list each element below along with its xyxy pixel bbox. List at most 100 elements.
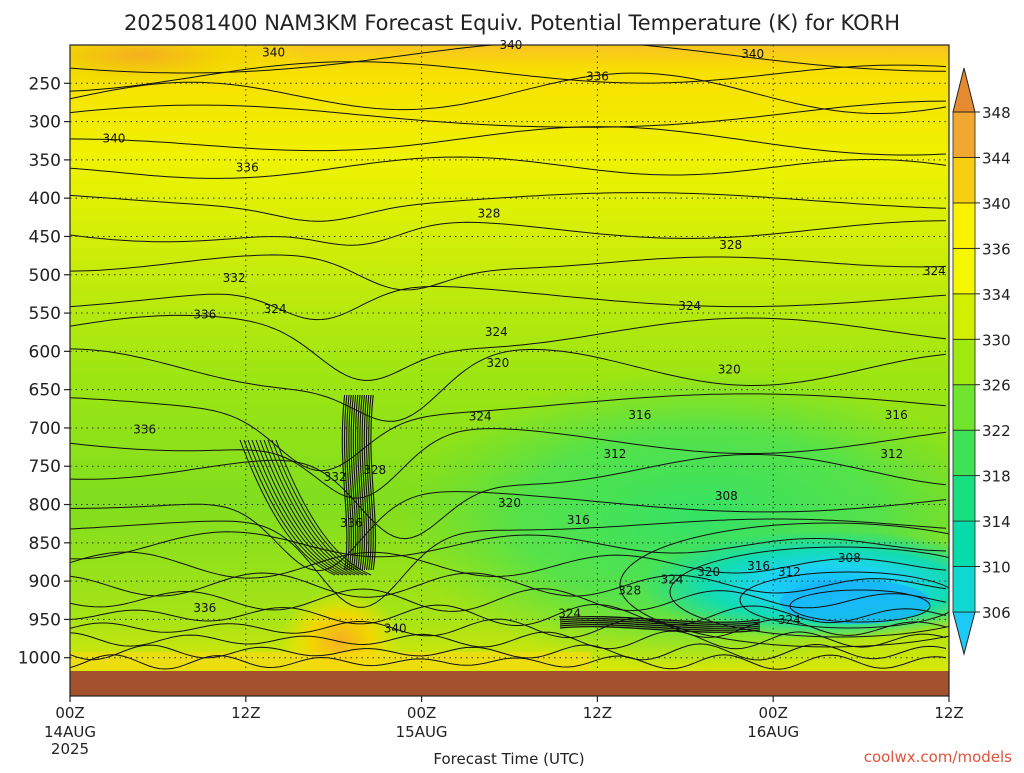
contour-label-text: 328 xyxy=(478,206,501,220)
contour-label-text: 320 xyxy=(486,356,509,370)
contour-line xyxy=(70,588,947,612)
contour-label-text: 324 xyxy=(923,264,946,278)
contour-line xyxy=(70,285,947,321)
contour-line xyxy=(559,618,761,625)
contour-label: 328 xyxy=(478,206,501,220)
y-axis: 250 300 350 400 450 500 550 600 650 700 750 800 850 9… xyxy=(18,74,70,669)
x-tick-date: 15AUG xyxy=(396,723,448,741)
x-tick-label: 00Z xyxy=(407,704,436,722)
y-tick-label: 350 xyxy=(29,151,61,171)
contour-label-text: 332 xyxy=(223,271,246,285)
contour-line xyxy=(70,156,947,179)
contour-label: 340 xyxy=(262,46,285,60)
contour-line xyxy=(352,394,359,571)
colorbar-label: 336 xyxy=(982,240,1011,258)
y-tick-label: 550 xyxy=(29,304,61,324)
x-tick-label: 12Z xyxy=(583,704,612,722)
contour-line xyxy=(341,394,348,571)
plot-frame xyxy=(69,44,950,697)
y-tick-label: 700 xyxy=(29,419,61,439)
contour-line xyxy=(559,622,761,629)
colorbar-segment xyxy=(952,566,976,613)
contour-label: 336 xyxy=(193,601,216,615)
colorbar-segment xyxy=(952,384,976,431)
contour-label-text: 340 xyxy=(102,131,125,145)
cold-core xyxy=(780,580,930,624)
contour-line xyxy=(255,439,352,576)
y-tick-label: 250 xyxy=(29,74,61,94)
contours xyxy=(70,45,949,670)
colorbar-segment xyxy=(952,429,976,477)
y-tick-label: 650 xyxy=(29,381,61,401)
contour-line xyxy=(275,439,372,576)
contour-line xyxy=(789,589,931,623)
contour-line xyxy=(559,620,761,627)
contour-label-text: 320 xyxy=(718,363,741,377)
contour-labels: 340 340 340 336 340 336 328 328 332 336 324 324 324 3… xyxy=(102,38,946,636)
contour-label: 324 xyxy=(485,325,508,339)
contour-line xyxy=(70,453,947,540)
contour-label: 336 xyxy=(236,161,259,175)
grid xyxy=(70,45,949,696)
contour-line xyxy=(70,192,947,222)
contour-label-text: 308 xyxy=(715,489,738,503)
contour-label-text: 336 xyxy=(193,601,216,615)
contour-line xyxy=(348,394,355,571)
plot-area xyxy=(70,45,949,696)
colorbar-segment xyxy=(952,520,976,567)
contour-line xyxy=(70,45,946,74)
colorbar-label: 340 xyxy=(982,195,1011,213)
y-tick-label: 850 xyxy=(29,534,61,554)
contour-line xyxy=(559,624,761,631)
chart-title: 2025081400 NAM3KM Forecast Equiv. Potent… xyxy=(124,11,900,35)
contour-label-text: 328 xyxy=(363,463,386,477)
y-tick-label: 900 xyxy=(29,572,61,592)
contour-line xyxy=(70,643,947,661)
contour-label: 312 xyxy=(604,447,627,461)
contour-label-text: 336 xyxy=(193,308,216,322)
contour-line xyxy=(70,654,947,670)
contour-label: 324 xyxy=(778,613,801,627)
contour-label: 328 xyxy=(618,583,641,597)
x-tick-label: 12Z xyxy=(934,704,963,722)
contour-line xyxy=(70,617,947,639)
colorbar-segment xyxy=(952,157,976,204)
contour-line xyxy=(559,616,761,623)
credit-text: coolwx.com/models xyxy=(864,748,1012,766)
colorbar-label: 334 xyxy=(982,286,1011,304)
contour-line xyxy=(346,394,352,571)
contour-label-text: 316 xyxy=(567,513,590,527)
contour-label-text: 324 xyxy=(678,299,701,313)
contour-label: 340 xyxy=(384,622,407,636)
contour-label: 320 xyxy=(718,363,741,377)
contour-label: 340 xyxy=(500,38,523,52)
x-tick-year: 2025 xyxy=(51,740,89,758)
contour-label: 320 xyxy=(697,565,720,579)
ground xyxy=(70,671,949,696)
contour-line xyxy=(363,394,370,571)
contour-line xyxy=(370,394,377,571)
contour-line xyxy=(70,572,947,598)
contour-label-text: 324 xyxy=(485,325,508,339)
contour-label: 312 xyxy=(880,447,903,461)
contour-line xyxy=(70,126,947,156)
y-tick-label: 600 xyxy=(29,342,61,362)
x-tick-label: 00Z xyxy=(759,704,788,722)
contour-line xyxy=(247,439,344,576)
contour-label-text: 328 xyxy=(719,238,742,252)
contour-label-text: 324 xyxy=(469,409,492,423)
contour-label-text: 316 xyxy=(885,408,908,422)
contour-label: 336 xyxy=(340,516,363,530)
contour-line xyxy=(239,439,336,576)
contour-line xyxy=(259,439,356,576)
contour-line xyxy=(267,439,364,576)
contour-label-text: 340 xyxy=(262,46,285,60)
colorbar-label: 344 xyxy=(982,149,1011,167)
colorbar-segment xyxy=(952,247,976,295)
y-tick-label: 1000 xyxy=(18,649,61,669)
contour-label: 320 xyxy=(498,496,521,510)
contour-label: 324 xyxy=(678,299,701,313)
contour-label-text: 312 xyxy=(778,565,801,579)
contour-line xyxy=(669,546,949,638)
